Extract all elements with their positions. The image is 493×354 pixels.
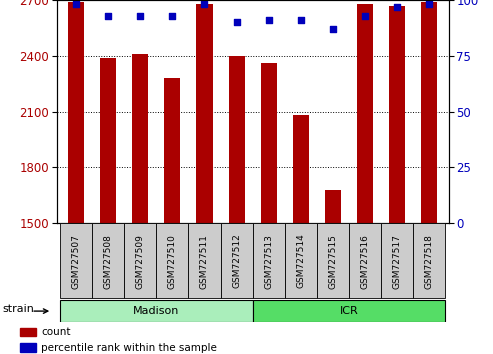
Bar [60,223,92,298]
Bar [196,4,212,223]
Text: GSM727517: GSM727517 [393,234,402,289]
Bar [381,223,413,298]
Bar [124,223,156,298]
Bar [164,78,180,223]
Point [169,13,176,18]
Bar [20,327,36,336]
Text: GSM727516: GSM727516 [360,234,370,289]
Bar [285,223,317,298]
Point [329,26,337,32]
Bar [68,2,84,223]
Point [233,19,241,25]
Bar [317,223,349,298]
Bar [60,299,253,322]
Bar [188,223,220,298]
Text: GSM727512: GSM727512 [232,234,241,289]
Text: GSM727508: GSM727508 [104,234,112,289]
Bar [349,223,381,298]
Text: GSM727513: GSM727513 [264,234,273,289]
Text: ICR: ICR [340,306,358,316]
Bar [413,223,445,298]
Text: GSM727515: GSM727515 [328,234,338,289]
Point [104,13,112,18]
Bar [132,54,148,223]
Bar [92,223,124,298]
Text: GSM727511: GSM727511 [200,234,209,289]
Bar [229,56,245,223]
Text: GSM727509: GSM727509 [136,234,145,289]
Point [136,13,144,18]
Bar [100,58,116,223]
Text: Madison: Madison [133,306,179,316]
Bar [389,6,405,223]
Point [72,2,80,7]
Bar [293,115,309,223]
Text: percentile rank within the sample: percentile rank within the sample [41,343,217,353]
Text: GSM727507: GSM727507 [71,234,80,289]
Bar [357,4,373,223]
Text: GSM727510: GSM727510 [168,234,177,289]
Bar [156,223,188,298]
Point [361,13,369,18]
Point [265,17,273,23]
Bar [253,299,445,322]
Point [201,2,209,7]
Text: strain: strain [3,304,35,314]
Bar [20,343,36,353]
Point [425,2,433,7]
Point [393,4,401,10]
Text: GSM727514: GSM727514 [296,234,305,289]
Bar [253,223,285,298]
Bar [220,223,253,298]
Bar [325,190,341,223]
Bar [422,2,437,223]
Text: count: count [41,327,71,337]
Bar [261,63,277,223]
Text: GSM727518: GSM727518 [425,234,434,289]
Point [297,17,305,23]
